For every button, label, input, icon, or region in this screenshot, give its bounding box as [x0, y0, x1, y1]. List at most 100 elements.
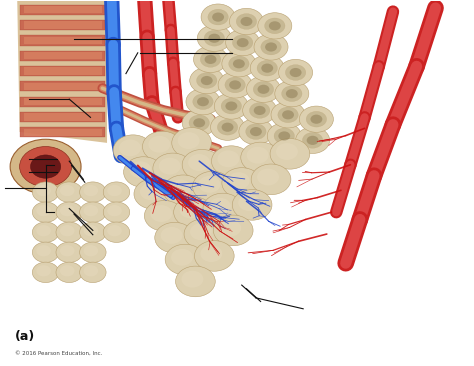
Polygon shape [19, 97, 105, 107]
Circle shape [258, 13, 292, 39]
Circle shape [32, 222, 59, 242]
Circle shape [247, 147, 269, 164]
Circle shape [36, 185, 51, 196]
Circle shape [257, 169, 279, 186]
Circle shape [36, 265, 51, 276]
Circle shape [143, 131, 182, 162]
Circle shape [192, 171, 232, 202]
Circle shape [190, 223, 212, 240]
Polygon shape [19, 20, 105, 30]
Polygon shape [19, 127, 105, 137]
Circle shape [307, 136, 319, 145]
Circle shape [306, 111, 327, 127]
Circle shape [228, 172, 250, 189]
Circle shape [201, 4, 235, 30]
Circle shape [300, 106, 333, 132]
Circle shape [83, 265, 98, 276]
Circle shape [163, 175, 203, 206]
Circle shape [32, 202, 59, 223]
Circle shape [209, 198, 231, 214]
Circle shape [269, 21, 281, 30]
Polygon shape [19, 5, 105, 15]
Circle shape [201, 52, 221, 67]
Circle shape [83, 185, 98, 196]
Circle shape [221, 123, 234, 132]
Circle shape [237, 38, 249, 47]
Circle shape [175, 266, 215, 297]
Circle shape [221, 98, 242, 114]
Circle shape [275, 81, 309, 107]
Circle shape [80, 222, 106, 242]
Circle shape [265, 42, 277, 52]
Circle shape [36, 225, 51, 236]
Circle shape [250, 127, 262, 136]
Circle shape [83, 225, 98, 236]
Circle shape [254, 34, 288, 60]
Circle shape [113, 135, 153, 165]
Circle shape [155, 223, 194, 253]
Circle shape [153, 153, 192, 184]
Circle shape [124, 157, 163, 187]
Circle shape [296, 127, 329, 153]
Circle shape [103, 182, 130, 202]
Circle shape [271, 102, 305, 128]
Circle shape [80, 262, 106, 283]
Polygon shape [24, 6, 102, 14]
Polygon shape [17, 1, 107, 143]
Circle shape [278, 131, 290, 141]
Circle shape [264, 18, 285, 34]
Circle shape [225, 77, 246, 93]
Circle shape [219, 220, 241, 236]
Circle shape [107, 205, 122, 216]
Circle shape [226, 30, 260, 56]
Circle shape [19, 146, 72, 187]
Circle shape [56, 242, 82, 262]
Circle shape [204, 30, 225, 46]
Circle shape [270, 138, 310, 169]
Circle shape [80, 202, 106, 223]
Circle shape [60, 205, 74, 216]
Circle shape [145, 201, 184, 231]
Circle shape [169, 180, 191, 197]
Circle shape [197, 97, 209, 106]
Circle shape [80, 182, 106, 202]
Circle shape [249, 102, 270, 118]
Circle shape [83, 245, 98, 256]
Circle shape [193, 46, 228, 72]
Polygon shape [24, 83, 102, 90]
Circle shape [197, 73, 217, 89]
Circle shape [60, 225, 74, 236]
Circle shape [36, 245, 51, 256]
Circle shape [218, 72, 252, 98]
Circle shape [30, 155, 61, 178]
Circle shape [205, 55, 217, 64]
Circle shape [188, 154, 210, 171]
Circle shape [199, 176, 220, 193]
Text: (a): (a) [15, 330, 35, 343]
Circle shape [193, 94, 213, 109]
Circle shape [232, 35, 253, 51]
Circle shape [165, 244, 205, 275]
Polygon shape [24, 129, 102, 136]
Circle shape [193, 118, 205, 127]
Circle shape [190, 67, 224, 94]
Circle shape [290, 68, 301, 77]
Circle shape [148, 136, 170, 153]
Polygon shape [24, 37, 102, 44]
Circle shape [208, 9, 228, 25]
Circle shape [134, 179, 173, 209]
Circle shape [218, 119, 238, 135]
Circle shape [107, 185, 122, 196]
Circle shape [257, 85, 269, 94]
Circle shape [286, 89, 298, 98]
Circle shape [241, 142, 281, 173]
Circle shape [56, 262, 82, 283]
Polygon shape [24, 52, 102, 59]
Circle shape [60, 185, 74, 196]
Circle shape [56, 222, 82, 242]
Circle shape [254, 106, 265, 115]
Circle shape [107, 225, 122, 236]
Circle shape [253, 81, 273, 97]
Circle shape [182, 110, 216, 136]
Polygon shape [19, 112, 105, 122]
